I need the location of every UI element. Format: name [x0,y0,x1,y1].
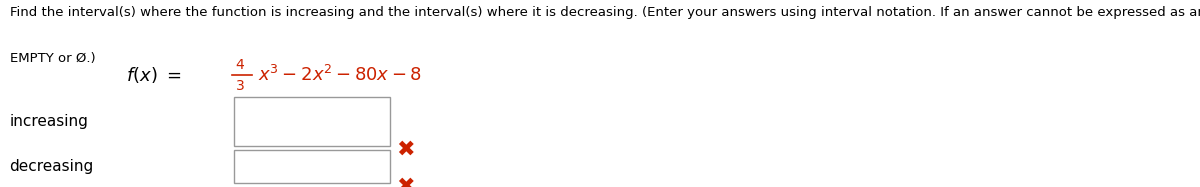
Text: decreasing: decreasing [10,159,94,174]
Text: increasing: increasing [10,114,89,129]
Text: ✖: ✖ [396,177,415,187]
Text: Find the interval(s) where the function is increasing and the interval(s) where : Find the interval(s) where the function … [10,6,1200,19]
Text: ✖: ✖ [396,140,415,160]
Text: EMPTY or Ø.): EMPTY or Ø.) [10,52,95,65]
Text: $4$: $4$ [235,58,245,71]
Text: $x^3 - 2x^2 - 80x - 8$: $x^3 - 2x^2 - 80x - 8$ [258,65,422,85]
Text: $3$: $3$ [235,79,245,93]
Text: $\mathit{f}(\mathit{x})\ =$: $\mathit{f}(\mathit{x})\ =$ [126,65,181,85]
